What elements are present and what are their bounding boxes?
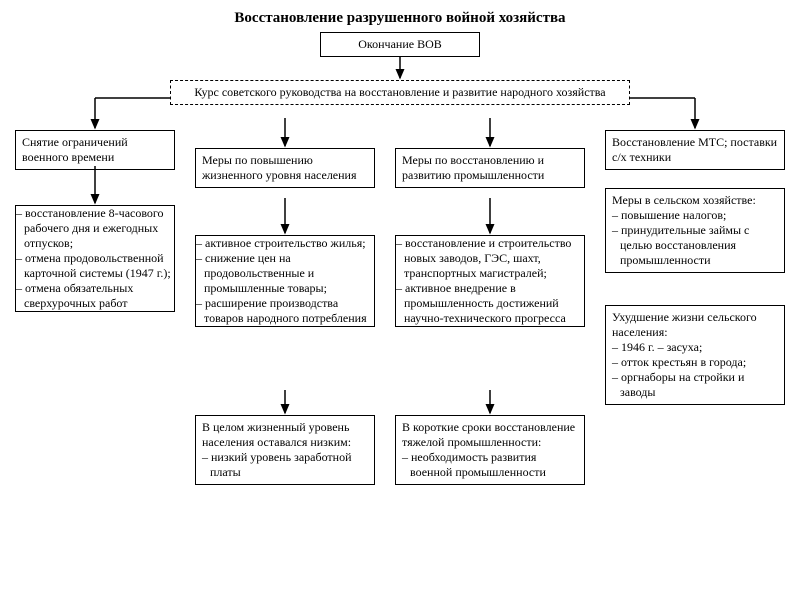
node-course: Курс советского руководства на восстанов… <box>170 80 630 105</box>
lead-text: В короткие сроки восстановление тяжелой … <box>402 420 578 450</box>
node-col4-head: Восстановление МТС; поставки с/х техники <box>605 130 785 170</box>
list-item: – повышение налогов; <box>612 208 778 223</box>
list-item: – снижение цен на продовольственные и пр… <box>196 251 374 296</box>
node-col3-foot: В короткие сроки восстановление тяжелой … <box>395 415 585 485</box>
list-item: – отмена обязательных сверхурочных работ <box>16 281 174 311</box>
flowchart-root: Восстановление разрушенного войной хозяй… <box>10 10 790 570</box>
node-col2-head: Меры по повышению жизненного уровня насе… <box>195 148 375 188</box>
list-item: – 1946 г. – засуха; <box>612 340 778 355</box>
lead-text: В целом жизненный уровень населения оста… <box>202 420 368 450</box>
list-item: – оргнаборы на стройки и заводы <box>612 370 778 400</box>
diagram-title: Восстановление разрушенного войной хозяй… <box>10 10 790 27</box>
node-col1-head: Снятие ограничений военного времени <box>15 130 175 170</box>
list-item: – активное внедрение в промышленность до… <box>396 281 584 326</box>
node-col4-foot: Ухудшение жизни сельского населения: – 1… <box>605 305 785 405</box>
list-item: – отмена продовольственной карточной сис… <box>16 251 174 281</box>
list-item: – восстановление 8-часового рабочего дня… <box>16 206 174 251</box>
list-item: – восстановление и строительство новых з… <box>396 236 584 281</box>
list-item: – расширение производства товаров народн… <box>196 296 374 326</box>
node-col4-body: Меры в сельском хозяйстве: – повышение н… <box>605 188 785 273</box>
lead-text: Ухудшение жизни сельского населения: <box>612 310 778 340</box>
list-item: – принудительные займы с целью восстанов… <box>612 223 778 268</box>
node-root: Окончание ВОВ <box>320 32 480 57</box>
node-col3-head: Меры по восстановлению и развитию промыш… <box>395 148 585 188</box>
lead-text: Меры в сельском хозяйстве: <box>612 193 778 208</box>
list-item: – отток крестьян в города; <box>612 355 778 370</box>
node-col2-foot: В целом жизненный уровень населения оста… <box>195 415 375 485</box>
node-col2-body: – активное строительство жилья; – снижен… <box>195 235 375 327</box>
list-item: – активное строительство жилья; <box>196 236 374 251</box>
node-col3-body: – восстановление и строительство новых з… <box>395 235 585 327</box>
node-col1-body: – восстановление 8-часового рабочего дня… <box>15 205 175 312</box>
list-item: – низкий уровень заработной платы <box>202 450 368 480</box>
list-item: – необходимость развития военной промышл… <box>402 450 578 480</box>
